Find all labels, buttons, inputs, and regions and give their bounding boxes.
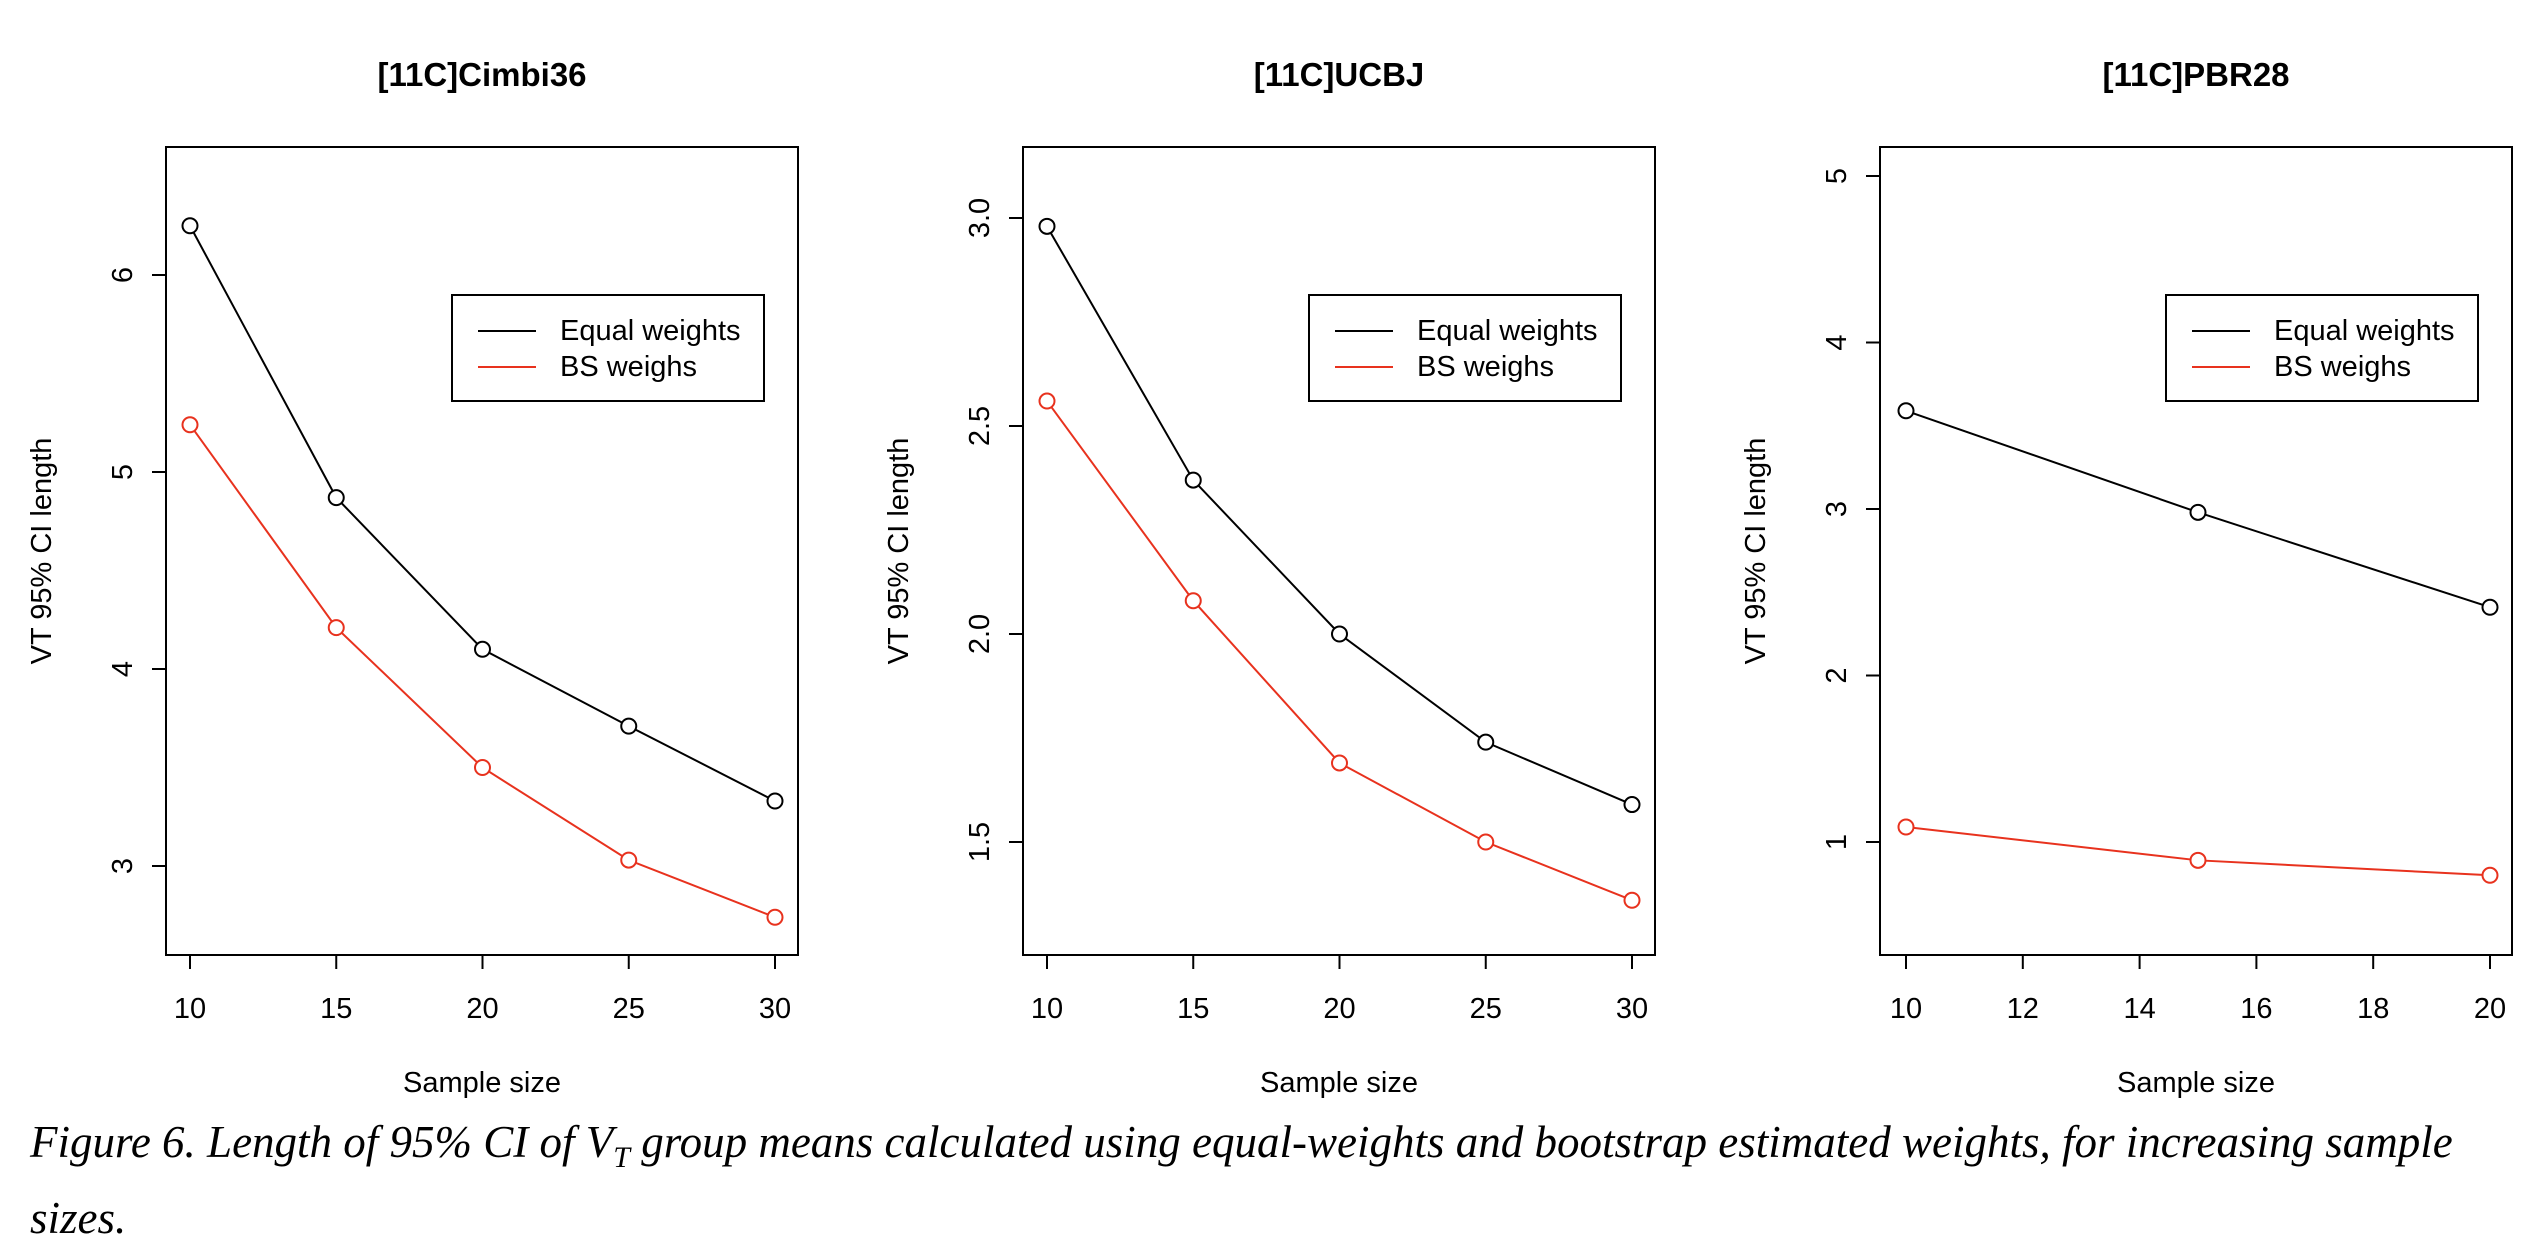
legend: Equal weights BS weighs <box>2165 294 2479 402</box>
series-line-bs-weighs <box>189 424 776 919</box>
data-point-bs-weighs <box>2189 851 2207 869</box>
chart-title: [11C]PBR28 <box>2102 56 2289 93</box>
y-axis-label: VT 95% CI length <box>883 438 915 665</box>
data-point-equal-weights <box>1184 471 1202 489</box>
data-point-bs-weighs <box>1897 818 1915 836</box>
x-tick-label: 10 <box>1890 993 1922 1025</box>
data-point-bs-weighs <box>1184 592 1202 610</box>
x-tick-label: 12 <box>2007 993 2039 1025</box>
x-tick-label: 18 <box>2357 993 2389 1025</box>
legend: Equal weights BS weighs <box>451 294 765 402</box>
x-tick-label: 20 <box>466 993 498 1025</box>
chart-title: [11C]UCBJ <box>1254 56 1425 93</box>
x-axis-label: Sample size <box>1260 1067 1418 1099</box>
y-tick-label: 4 <box>107 661 139 677</box>
legend-label: Equal weights <box>560 315 741 347</box>
y-tick-label: 2.5 <box>964 406 996 446</box>
x-tick-label: 20 <box>1323 993 1355 1025</box>
data-point-equal-weights <box>2481 598 2499 616</box>
y-axis-label: VT 95% CI length <box>1740 438 1772 665</box>
y-tick-label: 2 <box>1821 667 1853 683</box>
x-axis-label: Sample size <box>403 1067 561 1099</box>
figure-caption: Figure 6. Length of 95% CI of VT group m… <box>30 1112 2500 1248</box>
data-point-bs-weighs <box>327 619 345 637</box>
legend-box <box>1308 294 1622 402</box>
chart-panel-1: [11C]Cimbi36 10 15 20 25 30 Sample size 3 4 5 6 VT … <box>26 56 799 1099</box>
y-tick-label: 5 <box>1821 168 1853 184</box>
legend-box <box>2165 294 2479 402</box>
data-point-bs-weighs <box>181 416 199 434</box>
x-tick-label: 15 <box>1177 993 1209 1025</box>
x-tick-label: 25 <box>613 993 645 1025</box>
y-tick-label: 4 <box>1821 334 1853 350</box>
data-point-equal-weights <box>1477 733 1495 751</box>
x-tick-label: 30 <box>1616 993 1648 1025</box>
x-tick-label: 10 <box>174 993 206 1025</box>
chart-panel-2: [11C]UCBJ 10 15 20 25 30 Sample size 1.5 2.0 2.5 3… <box>883 56 1656 1099</box>
data-point-equal-weights <box>1038 217 1056 235</box>
x-tick-label: 10 <box>1031 993 1063 1025</box>
caption-prefix: Figure 6. Length of 95% CI of V <box>30 1117 614 1167</box>
y-tick-label: 1.5 <box>964 822 996 862</box>
data-point-bs-weighs <box>1331 754 1348 772</box>
y-tick-label: 6 <box>107 267 139 283</box>
data-point-equal-weights <box>474 640 491 658</box>
series-line-bs-weighs <box>1046 400 1633 902</box>
y-tick-label: 3 <box>107 858 139 874</box>
y-tick-label: 3 <box>1821 501 1853 517</box>
data-point-equal-weights <box>1623 796 1641 814</box>
legend-label: BS weighs <box>560 351 697 383</box>
legend-label: BS weighs <box>2274 351 2411 383</box>
x-tick-label: 14 <box>2123 993 2155 1025</box>
legend-label: BS weighs <box>1417 351 1554 383</box>
x-tick-label: 15 <box>320 993 352 1025</box>
data-point-bs-weighs <box>1477 833 1495 851</box>
caption-suffix: group means calculated using equal-weigh… <box>30 1117 2453 1243</box>
plot-frame <box>1879 146 2513 956</box>
y-tick-label: 1 <box>1821 834 1853 850</box>
data-point-equal-weights <box>181 217 199 235</box>
x-tick-label: 25 <box>1470 993 1502 1025</box>
data-point-bs-weighs <box>474 759 491 776</box>
data-point-equal-weights <box>1897 402 1915 420</box>
data-point-bs-weighs <box>1623 891 1641 909</box>
y-axis-label: VT 95% CI length <box>26 438 58 665</box>
y-tick-label: 5 <box>107 464 139 480</box>
caption-subscript: T <box>613 1141 630 1174</box>
chart-title: [11C]Cimbi36 <box>377 56 586 93</box>
data-point-bs-weighs <box>766 908 784 926</box>
data-point-equal-weights <box>766 792 784 810</box>
data-point-bs-weighs <box>620 851 638 869</box>
x-axis-label: Sample size <box>2117 1067 2275 1099</box>
legend-label: Equal weights <box>1417 315 1598 347</box>
data-point-bs-weighs <box>2481 866 2499 884</box>
data-point-equal-weights <box>1331 625 1348 643</box>
data-point-equal-weights <box>620 717 638 735</box>
data-point-equal-weights <box>2189 503 2207 521</box>
legend: Equal weights BS weighs <box>1308 294 1622 402</box>
legend-box <box>451 294 765 402</box>
y-tick-label: 2.0 <box>964 614 996 654</box>
y-tick-label: 3.0 <box>964 198 996 238</box>
data-point-bs-weighs <box>1038 392 1056 410</box>
plot-frame <box>1022 146 1656 956</box>
x-tick-label: 16 <box>2240 993 2272 1025</box>
x-tick-label: 30 <box>759 993 791 1025</box>
x-tick-label: 20 <box>2474 993 2506 1025</box>
plot-frame <box>165 146 799 956</box>
legend-label: Equal weights <box>2274 315 2455 347</box>
data-point-equal-weights <box>327 489 345 507</box>
